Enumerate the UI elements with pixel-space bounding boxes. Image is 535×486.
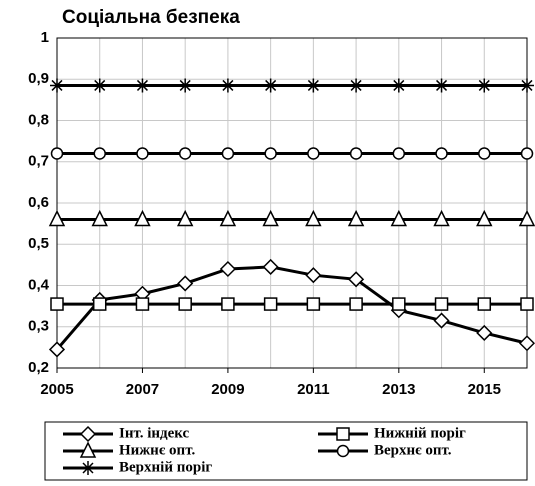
marker [178, 147, 192, 160]
marker [476, 209, 493, 227]
y-tick-label: 0,5 [28, 235, 49, 252]
marker [306, 297, 321, 311]
marker [176, 209, 194, 227]
marker [476, 324, 493, 341]
x-tick-label: 2013 [382, 381, 415, 398]
marker [348, 271, 365, 288]
marker [50, 78, 64, 93]
marker [79, 425, 97, 443]
y-tick-label: 0,4 [28, 276, 50, 293]
marker [219, 209, 237, 227]
marker [390, 209, 408, 227]
marker [50, 147, 64, 160]
marker [262, 258, 279, 275]
marker [435, 147, 448, 160]
marker [305, 209, 322, 227]
legend-label: Нижній поріг [374, 425, 466, 441]
marker [48, 209, 66, 227]
legend-label: Нижнє опт. [119, 442, 195, 458]
marker [392, 147, 406, 160]
marker [391, 78, 406, 93]
marker [177, 275, 194, 292]
legend-label: Верхній поріг [119, 459, 212, 475]
marker [349, 147, 363, 160]
chart-title: Соціальна безпека [62, 7, 240, 28]
y-tick-label: 0,9 [28, 70, 49, 87]
marker [434, 78, 449, 93]
marker [48, 341, 66, 358]
marker [136, 147, 149, 160]
marker [93, 147, 106, 160]
series-line [55, 265, 528, 351]
marker [433, 209, 450, 227]
marker [433, 312, 450, 329]
y-tick-label: 0,3 [28, 318, 49, 335]
x-tick-label: 2005 [40, 381, 73, 398]
marker [264, 147, 277, 160]
y-tick-label: 0,2 [28, 359, 49, 376]
y-tick-label: 1 [41, 29, 49, 46]
marker [518, 209, 535, 227]
legend-label: Інт. індекс [119, 425, 190, 441]
marker [336, 427, 350, 441]
marker [478, 147, 491, 160]
marker [221, 297, 235, 311]
marker [434, 297, 449, 311]
marker [520, 297, 534, 311]
marker [221, 147, 235, 160]
marker [134, 209, 151, 227]
marker [135, 78, 150, 93]
marker [349, 78, 364, 93]
marker [349, 297, 363, 311]
marker [91, 209, 108, 227]
x-tick-label: 2015 [468, 381, 501, 398]
marker [392, 297, 406, 311]
marker [518, 335, 535, 352]
marker [477, 78, 492, 93]
y-tick-label: 0,8 [28, 111, 49, 128]
marker [307, 147, 320, 160]
marker [262, 209, 279, 227]
marker [477, 297, 492, 311]
marker [520, 78, 534, 93]
y-tick-label: 0,6 [28, 194, 49, 211]
marker [306, 78, 321, 93]
marker [220, 78, 235, 93]
marker [336, 444, 350, 458]
marker [219, 260, 236, 278]
legend-label: Верхнє опт. [374, 442, 452, 458]
marker [135, 297, 150, 311]
x-tick-label: 2007 [126, 381, 159, 398]
plot-frame [56, 37, 528, 369]
marker [347, 209, 365, 227]
marker [520, 147, 534, 160]
marker [178, 297, 192, 311]
marker [305, 267, 322, 284]
y-tick-label: 0,7 [28, 153, 49, 170]
x-tick-label: 2011 [297, 381, 330, 398]
marker [263, 297, 278, 311]
marker [92, 297, 107, 311]
legend-box [44, 421, 528, 481]
marker [263, 78, 278, 93]
marker [50, 297, 64, 311]
x-tick-label: 2009 [211, 381, 244, 398]
marker [92, 78, 107, 93]
marker [81, 461, 95, 475]
marker [79, 441, 97, 458]
marker [178, 78, 193, 93]
